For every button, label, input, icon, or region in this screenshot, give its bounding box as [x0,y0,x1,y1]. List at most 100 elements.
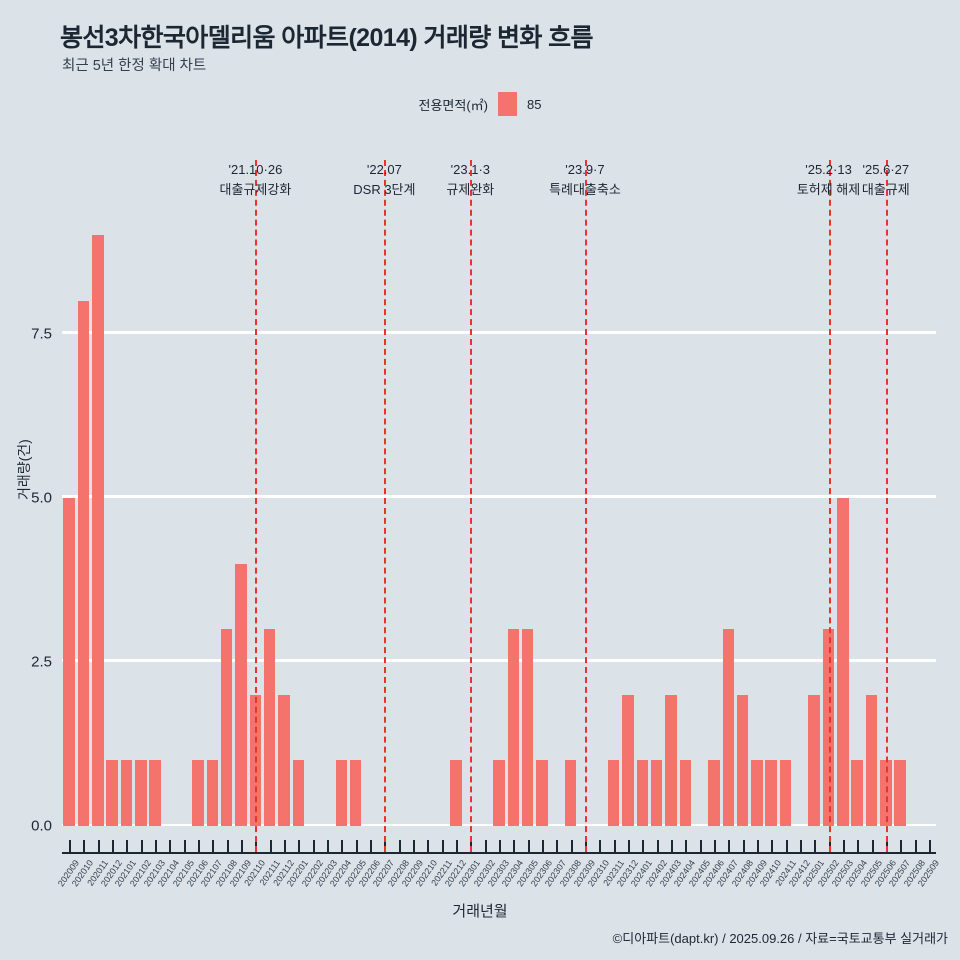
bar[interactable] [751,760,763,826]
bar[interactable] [221,629,233,826]
bar[interactable] [679,760,691,826]
y-axis-tick-label: 5.0 [31,489,52,507]
event-date: '21.10·26 [228,162,283,177]
bar[interactable] [708,760,720,826]
x-axis-tick [928,840,931,852]
bar[interactable] [808,694,820,826]
bar[interactable] [607,760,620,826]
bar[interactable] [349,760,362,826]
bar[interactable] [822,629,835,826]
bar[interactable] [665,694,677,826]
bar[interactable] [135,760,147,826]
x-axis-tick [413,840,416,852]
bar[interactable] [865,694,878,826]
x-axis-tick [355,840,358,852]
bar[interactable] [851,760,863,826]
x-axis-tick [241,840,244,852]
legend-swatch-85 [498,92,518,116]
event-date: '25.6·27 [862,162,910,177]
bar[interactable] [206,760,219,826]
event-name: 대출규제 [861,182,910,198]
bar[interactable] [120,760,133,826]
event-name: 규제완화 [446,182,495,198]
bar[interactable] [779,760,792,826]
x-axis-tick [785,840,788,852]
bar[interactable] [894,760,906,826]
bar[interactable] [192,760,204,826]
y-axis-title: 거래량(건) [16,439,32,500]
event-label-202309: '23.9·7 특례대출축소 [549,160,621,200]
x-axis-tick [427,840,430,852]
bar[interactable] [722,629,734,826]
x-axis-line [62,852,936,854]
chart-legend: 전용면적(㎡) 85 [0,92,960,116]
bar[interactable] [507,629,520,826]
bar[interactable] [63,497,75,826]
bar[interactable] [765,760,777,826]
bar[interactable] [736,694,749,826]
bar[interactable] [622,694,634,826]
x-axis-tick [871,840,874,852]
event-date: '23.1·3 [450,162,491,177]
x-axis-tick [771,840,774,852]
x-axis-tick [599,840,602,852]
x-axis-tick [670,840,673,852]
bar[interactable] [636,760,648,826]
x-axis-tick [183,840,186,852]
event-date: '25.2·13 [805,162,852,177]
x-axis-tick [627,840,630,852]
bar[interactable] [92,235,104,826]
x-axis-tick [126,840,129,852]
bar[interactable] [564,760,577,826]
x-axis-tick [656,840,659,852]
x-axis-tick [799,840,802,852]
event-line-202309 [584,160,587,852]
x-axis-tick [212,840,215,852]
event-name: 토허제 해제 [796,182,861,198]
x-axis-tick [742,840,745,852]
event-label-202301: '23.1·3 규제완화 [446,160,494,200]
event-name: 특례대출축소 [549,182,621,198]
bar[interactable] [264,629,276,826]
x-axis-tick [728,840,731,852]
y-axis-tick-label: 7.5 [31,325,52,343]
x-axis-tick [169,840,172,852]
x-axis-tick [226,840,229,852]
x-axis-tick [642,840,645,852]
x-axis-tick [140,840,143,852]
bar[interactable] [521,629,534,826]
x-axis-tick [341,840,344,852]
bar[interactable] [536,760,548,826]
page-subtitle: 최근 5년 한정 확대 차트 [62,58,207,74]
gridline [62,331,936,334]
bar[interactable] [335,760,348,826]
bar[interactable] [278,694,290,826]
bar[interactable] [650,760,663,826]
bar[interactable] [106,760,118,826]
x-axis-tick [900,840,903,852]
event-date: '23.9·7 [565,162,605,177]
x-axis-tick [513,840,516,852]
bar[interactable] [235,563,247,826]
bar[interactable] [880,760,892,826]
x-axis-tick [83,840,86,852]
bar[interactable] [493,760,505,826]
x-axis-title: 거래년월 [452,903,508,920]
bar[interactable] [249,694,262,826]
bar[interactable] [450,760,462,826]
bar[interactable] [837,497,849,826]
x-axis-tick [499,840,501,852]
bar[interactable] [292,760,305,826]
x-axis-tick [298,840,301,852]
x-axis-tick [699,840,702,852]
x-axis-tick [97,840,100,852]
x-axis-tick [570,840,573,852]
event-label-202207: '22.07 DSR 3단계 [353,160,415,200]
event-name: 대출규제강화 [219,182,292,198]
event-line-202506 [885,160,888,852]
bar[interactable] [77,301,90,826]
x-axis-tick [914,840,917,852]
bar[interactable] [149,760,161,826]
event-line-202207 [384,160,387,852]
